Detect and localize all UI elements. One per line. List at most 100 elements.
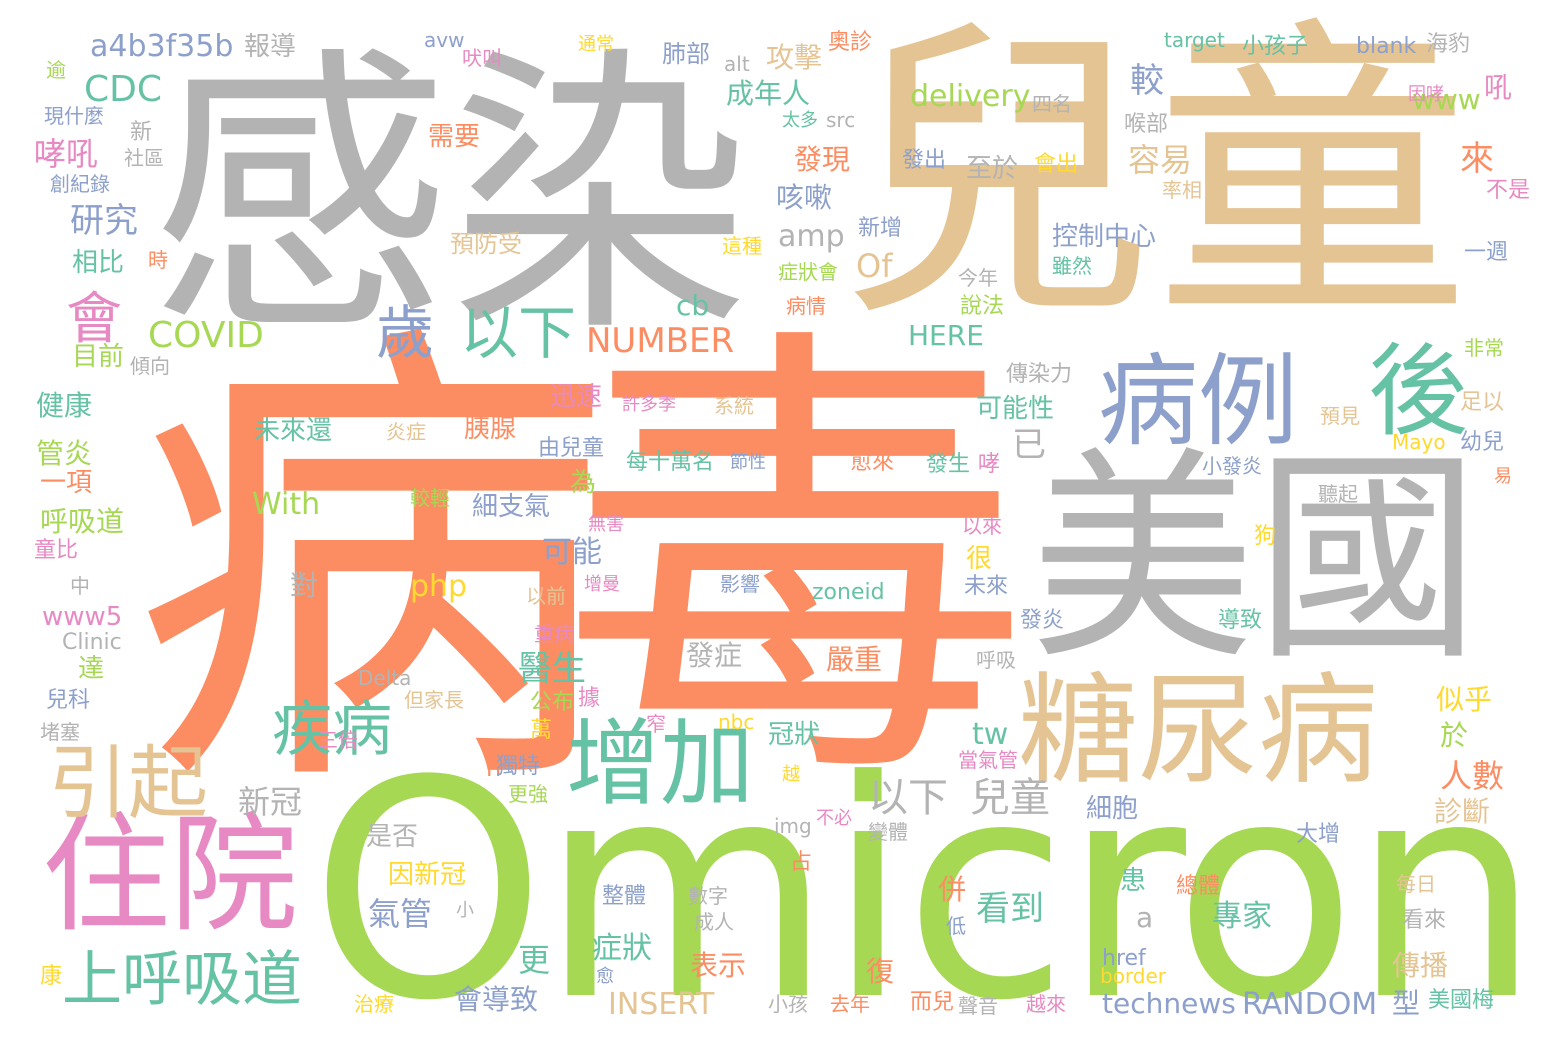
word-xiao2: 小 [456,900,474,921]
word-keneng: 可能性 [976,394,1055,424]
word-xiaohai: 小孩 [768,992,808,1016]
word-qunian: 去年 [830,992,870,1016]
word-hen: 很 [966,544,993,574]
word-avw: avw [424,28,465,52]
word-tongbi: 童比 [34,538,79,563]
word-yujian: 預見 [1320,404,1360,428]
word-delivery: delivery [910,79,1031,114]
word-feibu: 肺部 [662,40,710,68]
word-bingqing: 病情 [786,294,826,318]
word-yu3: 愈 [596,966,614,987]
word-hou: 後 [1368,333,1468,450]
word-xitong: 系統 [714,394,754,418]
word-zhai: 窄 [646,712,666,736]
word-guanyan: 管炎 [36,437,93,470]
word-ertong: 兒童 [840,0,1470,360]
word-php: php [410,569,468,604]
word-ganran: 感染 [150,23,750,372]
word-random: RANDOM [1242,987,1378,1022]
word-yixia2: 以下 [868,775,948,821]
word-ertong2: 兒童 [970,775,1050,821]
word-jinnian: 今年 [958,266,998,290]
word-qingxiang: 傾向 [130,354,170,378]
word-here: HERE [908,319,984,352]
word-of: Of [856,247,893,285]
word-tw: tw [972,717,1009,752]
word-blank: blank [1356,34,1417,59]
word-shuzi: 數字 [688,884,728,908]
word-biaoshi: 表示 [690,949,747,982]
word-src: src [826,108,856,132]
word-chuanbo: 傳播 [1392,949,1449,982]
word-yi2: 易 [1494,466,1512,487]
word-youertong: 由兒童 [538,436,605,461]
word-dazeng: 大增 [1296,822,1341,847]
word-mubiao: 目前 [72,342,125,372]
word-zoneid: zoneid [812,580,885,605]
word-ck: ck [184,708,207,732]
word-suiran: 雖然 [1052,254,1092,278]
word-du: 毒 [560,291,1030,838]
word-tingqi: 聽起 [1318,482,1358,506]
word-xin: 新 [130,120,153,145]
word-omicron: Omicron [310,717,1541,1052]
word-clinic: Clinic [62,630,122,655]
word-zhongbing: 重病 [534,622,574,646]
word-yingxiang: 影響 [720,572,760,596]
word-zhenduan: 診斷 [1434,795,1491,828]
word-a: a [1136,901,1154,934]
word-zhengzhuang: 症狀 [592,931,652,966]
word-dangqiguan: 當氣管 [958,748,1018,772]
word-erke: 兒科 [46,688,91,713]
word-href: href [1102,946,1146,971]
word-gongbu: 公布 [530,690,575,715]
word-img: img [774,814,812,838]
word-meiguomei: 美國梅 [1428,988,1495,1013]
word-baodao: 報導 [244,32,297,62]
word-daozhi: 導致 [1218,608,1263,633]
word-sihu: 似乎 [1436,683,1493,716]
word-bianti: 變體 [868,820,908,844]
word-xuyao: 需要 [428,122,481,152]
word-fazheng: 發症 [686,639,743,672]
word-kongzhi: 控制中心 [1052,222,1157,252]
word-xiaofayan: 小發炎 [1202,454,1262,478]
word-bushi: 不是 [1486,178,1531,203]
word-wei: 為 [570,468,597,498]
word-xing: 型 [1392,987,1421,1020]
word-a4b3: a4b3f35b [90,29,234,64]
word-di: 低 [946,914,966,938]
word-with: With [252,487,321,522]
word-dute: 獨特 [496,754,541,779]
word-kanlai: 看來 [1402,908,1447,933]
word-yanzhong: 嚴重 [826,643,883,676]
word-covid: COVID [148,315,264,356]
word-zhengti: 整體 [602,884,647,909]
word-yiqian: 以前 [526,584,566,608]
word-zhan: 占 [790,850,813,875]
word-sibei: 三倍 [318,728,358,752]
word-zengjia: 增加 [566,710,755,819]
word-huichu: 會出 [1034,152,1079,177]
word-xinguan: 新冠 [238,783,303,821]
word-yinxinguan: 因新冠 [388,860,467,890]
word-bubi: 不必 [816,808,852,829]
word-kandao: 看到 [976,889,1044,929]
word-technews: technews [1102,987,1236,1020]
word-border: border [1100,964,1167,988]
word-shifou: 是否 [366,822,419,852]
word-yixian: 胰腺 [464,414,517,444]
word-number: NUMBER [586,321,735,361]
word-weilai: 未來 [964,574,1009,599]
word-zhiyu: 至於 [966,154,1019,184]
word-wan: 萬 [530,718,553,743]
word-yu: 逾 [46,58,66,82]
word-chengnianren: 成年人 [726,77,811,110]
word-meishiwan: 每十萬名 [626,450,715,475]
word-fayan: 發炎 [1020,608,1065,633]
word-geng: 更 [518,941,551,979]
word-renshu: 人數 [1440,757,1505,795]
word-yixiang: 一項 [40,468,93,498]
word-shengyin: 聲音 [958,994,998,1018]
